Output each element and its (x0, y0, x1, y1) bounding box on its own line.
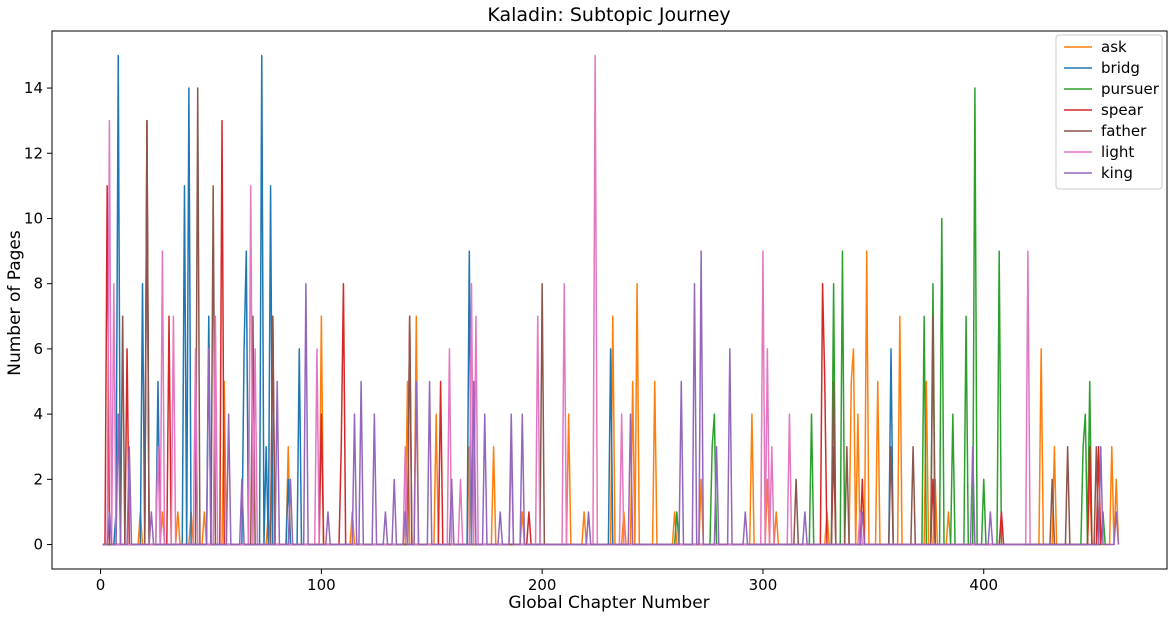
legend-label-king: king (1101, 164, 1133, 182)
legend-label-bridg: bridg (1101, 59, 1140, 77)
y-axis: 0 2 4 6 8 10 12 14 (24, 79, 52, 554)
legend-label-father: father (1101, 122, 1147, 140)
y-tick-label: 12 (24, 144, 43, 162)
chart-title: Kaladin: Subtopic Journey (487, 4, 730, 26)
legend: ask bridg pursuer spear father light king (1055, 34, 1163, 190)
x-tick-label: 300 (749, 576, 778, 594)
legend-box (1055, 34, 1163, 190)
x-axis-label: Global Chapter Number (508, 593, 709, 613)
y-tick-label: 10 (24, 209, 43, 227)
series-line-king (102, 250, 1120, 546)
x-tick-label: 400 (969, 576, 998, 594)
y-tick-label: 8 (33, 275, 43, 293)
x-tick-label: 0 (96, 576, 106, 594)
y-tick-label: 4 (33, 405, 43, 423)
plot-frame (51, 30, 1168, 570)
plot-area (102, 54, 1120, 546)
x-tick-label: 100 (307, 576, 336, 594)
legend-label-ask: ask (1101, 38, 1127, 56)
x-axis: 0 100 200 300 400 (96, 569, 998, 594)
series-line-ask (102, 250, 1120, 546)
legend-label-light: light (1101, 143, 1134, 161)
y-tick-label: 2 (33, 470, 43, 488)
x-tick-label: 200 (528, 576, 557, 594)
y-tick-label: 0 (33, 536, 43, 554)
legend-label-spear: spear (1101, 101, 1144, 119)
y-axis-label: Number of Pages (5, 230, 25, 376)
y-tick-label: 14 (24, 79, 43, 97)
y-tick-label: 6 (33, 340, 43, 358)
legend-label-pursuer: pursuer (1101, 80, 1160, 98)
